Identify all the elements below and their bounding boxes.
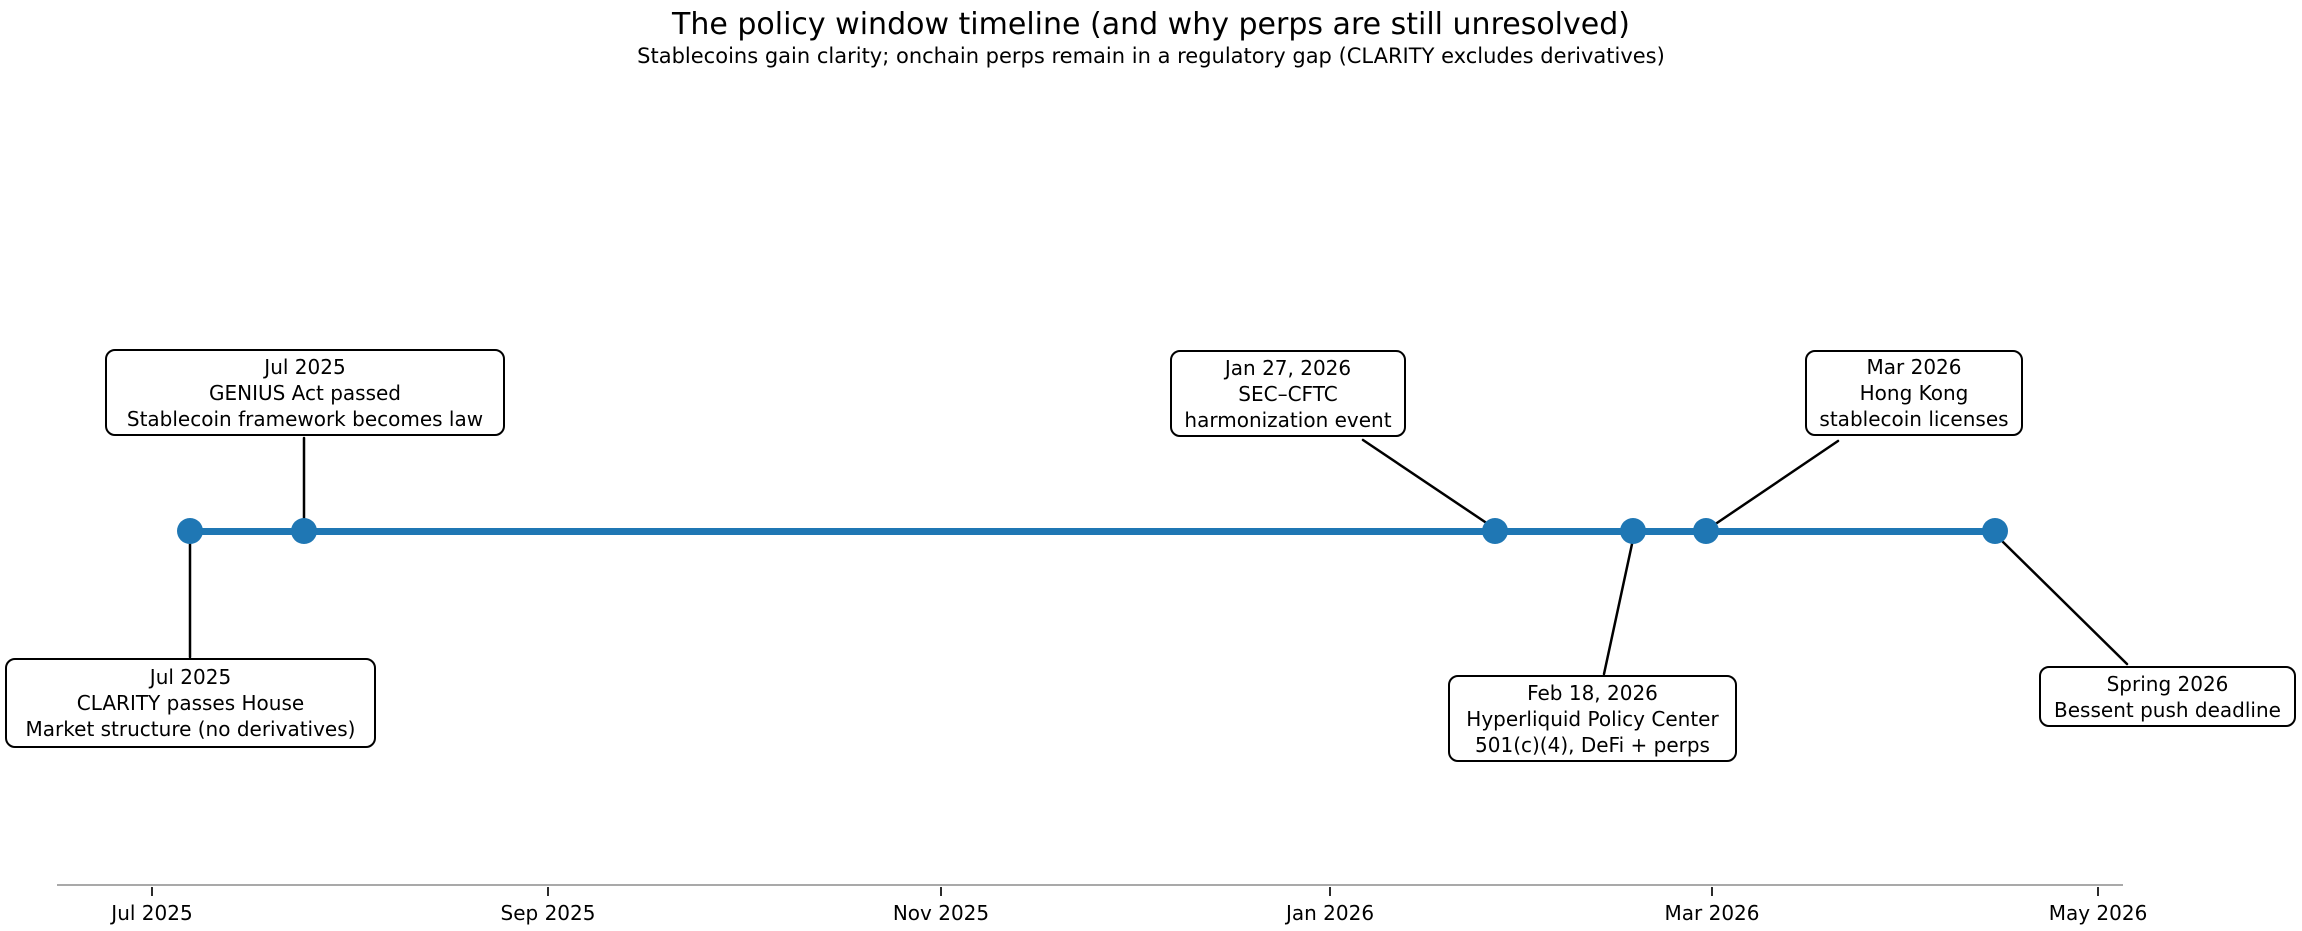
annotation-line: Jul 2025 [264, 354, 346, 379]
annotation-line: stablecoin licenses [1819, 407, 2009, 431]
x-tick-nov2025 [940, 887, 942, 896]
x-tick-label-mar2026: Mar 2026 [1664, 901, 1760, 925]
x-tick-may2026 [2097, 887, 2099, 896]
annotation-hyperliquid: Feb 18, 2026 Hyperliquid Policy Center 5… [1448, 675, 1737, 762]
timeline-axis-line [190, 528, 1995, 535]
x-tick-label-jan2026: Jan 2026 [1285, 901, 1375, 925]
annotation-line: 501(c)(4), DeFi + perps [1475, 732, 1710, 757]
annotation-line: Jan 27, 2026 [1224, 355, 1352, 380]
annotation-clarity: Jul 2025 CLARITY passes House Market str… [5, 658, 376, 748]
annotation-line: GENIUS Act passed [208, 380, 401, 405]
x-tick-jan2026 [1329, 887, 1331, 896]
annotation-sec-cftc: Jan 27, 2026 SEC–CFTC harmonization even… [1170, 350, 1406, 437]
connector-hongkong [1709, 439, 1840, 529]
annotation-line: Hyperliquid Policy Center [1466, 706, 1719, 731]
annotation-line: Stablecoin framework becomes law [126, 406, 484, 431]
x-tick-label-sep2025: Sep 2025 [500, 901, 596, 925]
chart-title: The policy window timeline (and why perp… [672, 7, 1630, 42]
annotation-line: Hong Kong [1859, 381, 1969, 405]
annotation-line: Feb 18, 2026 [1527, 680, 1658, 705]
annotation-genius: Jul 2025 GENIUS Act passed Stablecoin fr… [105, 349, 505, 436]
connector-bessent [2001, 540, 2129, 666]
x-tick-sep2025 [547, 887, 549, 896]
annotation-line: Jul 2025 [149, 665, 232, 689]
annotation-line: Market structure (no derivatives) [25, 717, 356, 741]
annotation-line: harmonization event [1184, 407, 1392, 432]
event-dot-genius [291, 518, 317, 544]
annotation-line: Bessent push deadline [2054, 697, 2281, 722]
annotation-line: SEC–CFTC [1238, 381, 1338, 406]
x-tick-jul2025 [151, 887, 153, 896]
event-dot-sec-cftc [1482, 518, 1508, 544]
x-tick-label-may2026: May 2026 [2048, 901, 2148, 925]
x-axis-spine [57, 884, 2123, 886]
annotation-bessent: Spring 2026 Bessent push deadline [2039, 666, 2296, 727]
x-tick-label-jul2025: Jul 2025 [111, 901, 193, 925]
x-tick-mar2026 [1711, 887, 1713, 896]
annotation-hongkong: Mar 2026 Hong Kong stablecoin licenses [1805, 350, 2023, 436]
event-dot-hongkong [1693, 518, 1719, 544]
chart-subtitle: Stablecoins gain clarity; onchain perps … [637, 44, 1665, 68]
event-dot-hyperliquid [1620, 518, 1646, 544]
annotation-line: Spring 2026 [2106, 671, 2229, 696]
connector-sec-cftc [1361, 438, 1493, 528]
x-tick-label-nov2025: Nov 2025 [892, 901, 990, 925]
connector-hyperliquid [1602, 542, 1634, 676]
annotation-line: CLARITY passes House [76, 691, 305, 715]
annotation-line: Mar 2026 [1866, 355, 1962, 379]
event-dot-bessent [1982, 518, 2008, 544]
event-dot-clarity [177, 518, 203, 544]
